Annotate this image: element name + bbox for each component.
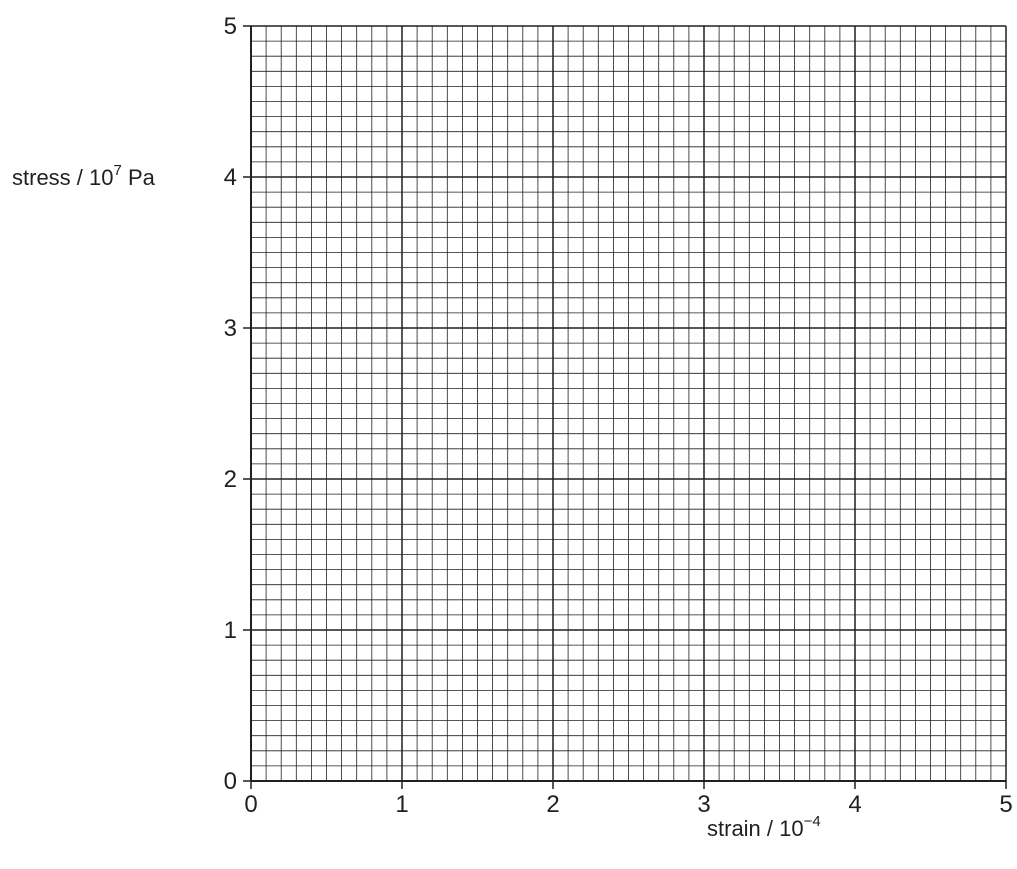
x-tick-label: 5	[999, 791, 1012, 818]
x-tick-label: 2	[546, 791, 559, 818]
x-tick-label: 1	[395, 791, 408, 818]
x-tick-label: 4	[848, 791, 861, 818]
axes	[243, 25, 1007, 789]
y-tick-label: 5	[224, 13, 237, 40]
minor-grid	[251, 26, 1006, 781]
tick-labels: 0 1 2 3 4 5 0 1 2 3 4 5	[224, 13, 1013, 818]
y-tick-label: 0	[224, 768, 237, 795]
y-tick-label: 1	[224, 617, 237, 644]
x-tick-label: 3	[697, 791, 710, 818]
y-tick-label: 2	[224, 466, 237, 493]
y-tick-label: 4	[224, 164, 237, 191]
x-axis-label: strain / 10−4	[707, 813, 821, 841]
y-axis-label: stress / 107 Pa	[12, 162, 155, 190]
x-tick-label: 0	[244, 791, 257, 818]
y-tick-label: 3	[224, 315, 237, 342]
